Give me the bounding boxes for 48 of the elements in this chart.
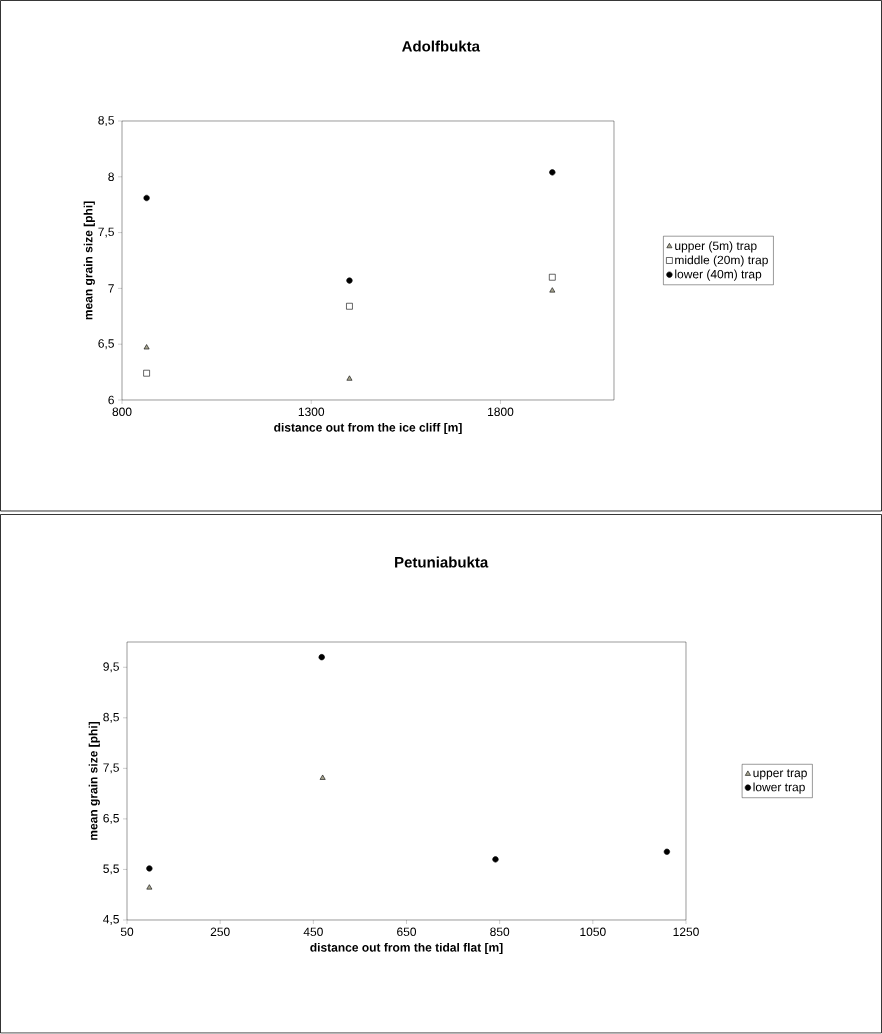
y-tick-label: 7 — [108, 284, 114, 293]
y-tick-label: 6,5 — [103, 813, 119, 824]
point — [318, 654, 325, 661]
x-axis-title: distance out from the tidal flat [m] — [310, 942, 503, 955]
x-tick-label: 850 — [490, 927, 510, 937]
point — [346, 302, 353, 310]
legend-label: lower trap — [753, 782, 805, 794]
y-tick-label: 7,5 — [103, 763, 119, 774]
point — [146, 884, 153, 890]
point — [143, 369, 150, 377]
point — [146, 865, 153, 872]
y-tick-label: 8,5 — [103, 712, 119, 723]
x-tick-label: 1050 — [580, 927, 606, 937]
y-tick-label: 9,5 — [103, 662, 119, 673]
legend-label: lower (40m) trap — [675, 269, 762, 281]
x-tick-label: 800 — [112, 407, 132, 417]
chart-title: Adolfbukta — [402, 40, 481, 52]
x-tick-label: 1250 — [673, 927, 699, 937]
x-tick-label: 50 — [120, 927, 134, 937]
point — [549, 273, 556, 281]
point — [143, 344, 150, 350]
legend-label: middle (20m) trap — [675, 255, 768, 267]
y-tick-label: 7,5 — [98, 227, 114, 238]
y-tick-label: 6 — [108, 395, 114, 405]
y-tick-label: 8 — [108, 172, 114, 182]
point — [346, 375, 353, 381]
x-tick-label: 1300 — [298, 407, 325, 417]
y-axis-title: mean grain size [phi] — [88, 722, 100, 840]
point — [319, 774, 326, 780]
chart-title: Petuniabukta — [395, 556, 489, 568]
y-tick-label: 5,5 — [103, 864, 119, 875]
x-tick-label: 250 — [210, 927, 230, 937]
y-axis-title: mean grain size [phi] — [83, 201, 95, 320]
point — [549, 169, 556, 176]
legend-label: upper (5m) trap — [675, 241, 757, 253]
legend-label: upper trap — [753, 769, 807, 780]
x-tick-label: 1800 — [488, 407, 514, 417]
point — [143, 194, 150, 202]
y-tick-label: 8,5 — [98, 116, 114, 126]
y-tick-label: 4,5 — [103, 915, 119, 925]
x-tick-label: 650 — [397, 927, 417, 937]
point — [549, 287, 556, 293]
y-tick-label: 6,5 — [98, 339, 114, 350]
x-tick-label: 450 — [303, 927, 323, 937]
x-axis-title: distance out from the ice cliff [m] — [274, 422, 462, 435]
point — [492, 856, 499, 863]
point — [663, 848, 670, 855]
point — [346, 277, 353, 284]
